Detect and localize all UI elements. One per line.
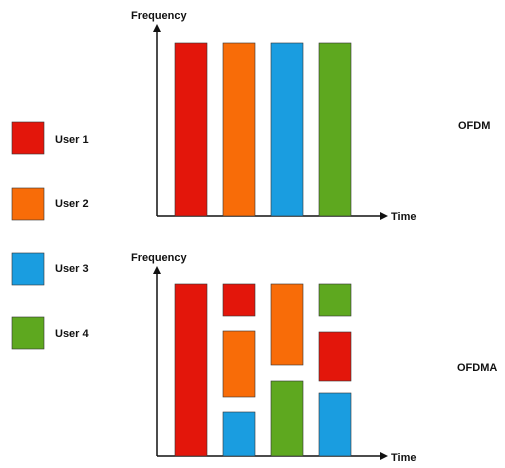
ofdma-frequency-axis-label: Frequency xyxy=(131,252,188,264)
ofdma-title: OFDMA xyxy=(457,362,497,374)
ofdm-frequency-axis-label: Frequency xyxy=(131,10,188,22)
ofdma-time-axis-label: Time xyxy=(391,452,416,464)
ofdm-title: OFDM xyxy=(458,120,490,132)
ofdma-block-user-4 xyxy=(318,283,352,317)
ofdm-block-user-2 xyxy=(222,42,256,217)
ofdma-block-user-1 xyxy=(318,331,352,382)
ofdma-block-user-3 xyxy=(222,411,256,457)
legend-item-user-3: User 3 xyxy=(11,252,89,286)
legend-swatch-user-1 xyxy=(11,121,45,155)
legend-label-user-1: User 1 xyxy=(55,134,89,146)
legend: User 1 User 2 User 3 User 4 xyxy=(11,121,90,350)
legend-item-user-2: User 2 xyxy=(11,187,89,221)
legend-swatch-user-4 xyxy=(11,316,45,350)
ofdm-block-user-4 xyxy=(318,42,352,217)
ofdma-block-user-2 xyxy=(270,283,304,366)
legend-label-user-2: User 2 xyxy=(55,198,89,210)
legend-item-user-4: User 4 xyxy=(11,316,90,350)
ofdma-block-user-4 xyxy=(270,380,304,457)
ofdm-block-user-1 xyxy=(174,42,208,217)
legend-item-user-1: User 1 xyxy=(11,121,89,155)
ofdma-block-user-1 xyxy=(222,283,256,317)
legend-swatch-user-3 xyxy=(11,252,45,286)
ofdma-block-user-1 xyxy=(174,283,208,457)
ofdm-time-axis-label: Time xyxy=(391,211,416,223)
ofdm-panel: Frequency Time OFDM xyxy=(131,10,490,223)
ofdma-block-user-2 xyxy=(222,330,256,398)
ofdm-block-user-3 xyxy=(270,42,304,217)
legend-label-user-4: User 4 xyxy=(55,328,90,340)
legend-label-user-3: User 3 xyxy=(55,263,89,275)
ofdma-panel: Frequency Time OFDMA xyxy=(131,252,497,464)
legend-swatch-user-2 xyxy=(11,187,45,221)
ofdma-block-user-3 xyxy=(318,392,352,457)
